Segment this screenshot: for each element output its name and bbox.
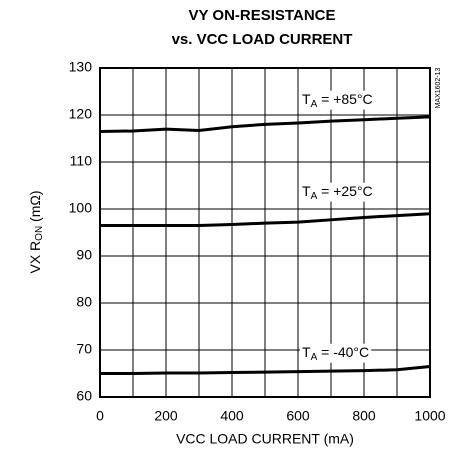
- chart-title: vs. VCC LOAD CURRENT: [172, 31, 353, 48]
- series-label-bg: [300, 343, 372, 363]
- y-tick-label: 110: [70, 153, 93, 169]
- series-label-rest: = +25°C: [317, 183, 372, 199]
- series-line: [100, 364, 431, 375]
- y-axis-label: VX RON (mΩ): [27, 190, 45, 273]
- x-tick-label: 200: [154, 408, 178, 424]
- series-label: TA = +25°C: [302, 183, 373, 202]
- x-axis-label: VCC LOAD CURRENT (mA): [176, 431, 354, 447]
- x-tick-label: 1000: [414, 408, 445, 424]
- y-tick-label: 120: [69, 106, 93, 122]
- y-axis-label-main: VX R: [27, 241, 43, 274]
- series-label: TA = -40°C: [302, 344, 369, 363]
- chart-title: VY ON-RESISTANCE: [189, 7, 336, 24]
- y-tick-label: 60: [76, 388, 92, 404]
- series-label-bg: [300, 90, 375, 110]
- x-tick-label: 400: [220, 408, 244, 424]
- y-axis-label-rest: (mΩ): [27, 190, 43, 225]
- y-tick-label: 100: [69, 200, 93, 216]
- x-tick-label: 800: [352, 408, 376, 424]
- series-label-sub: A: [311, 191, 318, 202]
- part-code: MAX1602-13: [435, 67, 442, 108]
- y-tick-label: 70: [76, 341, 92, 357]
- series-label-rest: = -40°C: [317, 344, 369, 360]
- y-tick-label: 80: [76, 294, 92, 310]
- series-label-bg: [300, 182, 375, 202]
- series-label-main: T: [302, 91, 311, 107]
- series-label-main: T: [302, 344, 311, 360]
- series-label-main: T: [302, 183, 311, 199]
- series-line: [99, 115, 431, 133]
- series-label-rest: = +85°C: [317, 91, 372, 107]
- series-label-sub: A: [311, 99, 318, 110]
- x-tick-label: 600: [286, 408, 310, 424]
- series-label: TA = +85°C: [302, 91, 373, 110]
- y-axis-label-sub: ON: [34, 226, 45, 241]
- y-tick-label: 90: [76, 247, 92, 263]
- series-line: [100, 212, 431, 227]
- series-label-sub: A: [311, 352, 318, 363]
- plot-frame: [99, 67, 431, 398]
- y-tick-label: 130: [69, 59, 93, 75]
- x-tick-label: 0: [96, 408, 104, 424]
